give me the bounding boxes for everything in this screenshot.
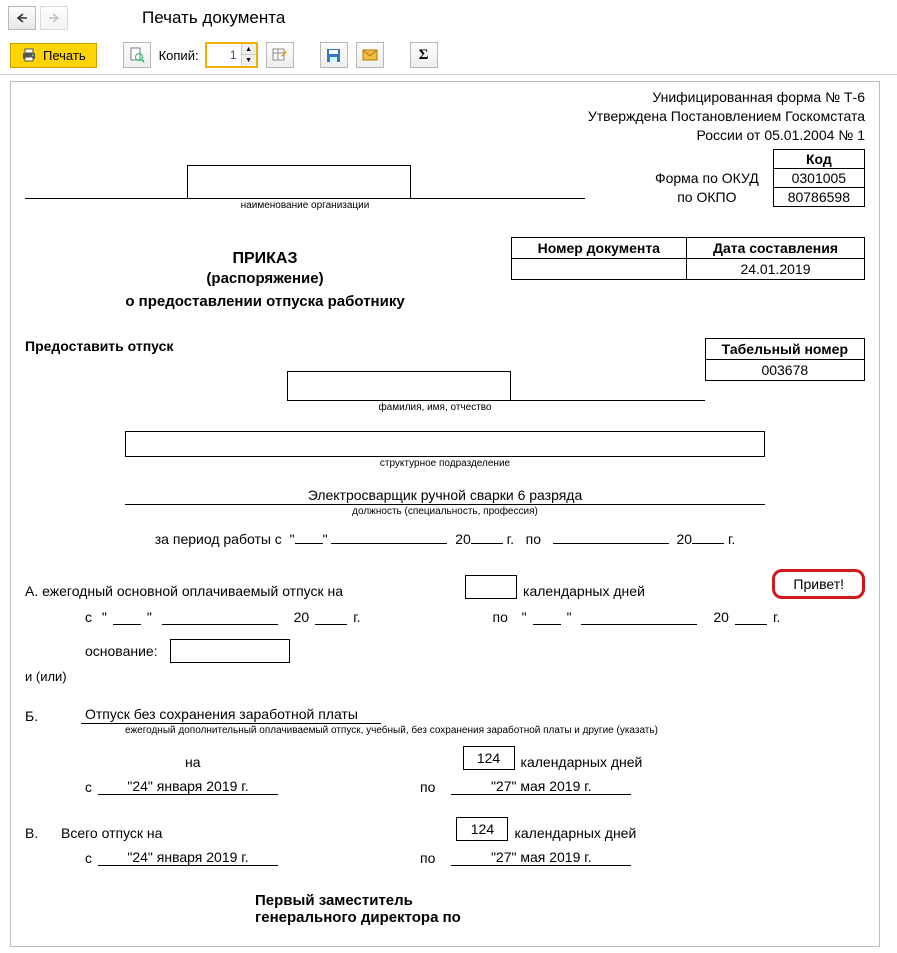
okpo-label: по ОКПО <box>641 187 773 206</box>
document: Унифицированная форма № Т-6 Утверждена П… <box>10 81 880 947</box>
settings-button[interactable] <box>266 42 294 68</box>
org-line-left <box>25 187 187 199</box>
a-days-label: календарных дней <box>523 583 645 599</box>
copies-spinner[interactable]: ▲ ▼ <box>205 42 258 68</box>
prikaz-subtitle: (распоряжение) <box>25 270 505 287</box>
org-box <box>187 165 411 199</box>
basis-box <box>170 639 290 663</box>
b-from-date: "24" января 2019 г. <box>98 778 278 795</box>
struct-label: структурное подразделение <box>25 458 865 469</box>
sig-line1: Первый заместитель <box>255 892 865 909</box>
tabnum-value: 003678 <box>705 359 864 380</box>
page-magnify-icon <box>129 47 145 63</box>
copies-label: Копий: <box>159 48 199 63</box>
docnum-value <box>511 258 686 279</box>
docdate-header: Дата составления <box>686 237 864 258</box>
b-hint: ежегодный дополнительный оплачиваемый от… <box>125 725 825 736</box>
kod-header: Код <box>773 149 864 168</box>
b-days-label: календарных дней <box>521 754 643 770</box>
b-type: Отпуск без сохранения заработной платы <box>81 706 381 724</box>
preview-button[interactable] <box>123 42 151 68</box>
docdate-value: 24.01.2019 <box>686 258 864 279</box>
print-button[interactable]: Печать <box>10 43 97 68</box>
printer-icon <box>21 48 37 62</box>
kod-table: Код Форма по ОКУД0301005 по ОКПО80786598 <box>641 149 865 207</box>
print-button-label: Печать <box>43 48 86 63</box>
b-days-box: 124 <box>463 746 515 770</box>
okud-label: Форма по ОКУД <box>641 168 773 187</box>
a-label: А. ежегодный основной оплачиваемый отпус… <box>25 583 343 599</box>
toolbar: Печать Копий: ▲ ▼ Σ <box>0 36 897 75</box>
topbar: Печать документа <box>0 0 897 36</box>
v-from-date: "24" января 2019 г. <box>98 849 278 866</box>
sigma-icon: Σ <box>419 47 429 64</box>
docnum-header: Номер документа <box>511 237 686 258</box>
org-line-right <box>411 187 585 199</box>
form-header-line1: Унифицированная форма № Т-6 <box>25 88 865 107</box>
struct-box <box>125 431 765 457</box>
post-label: должность (специальность, профессия) <box>25 506 865 517</box>
tabnum-header: Табельный номер <box>705 338 864 359</box>
save-button[interactable] <box>320 42 348 68</box>
org-label: наименование организации <box>25 200 585 211</box>
arrow-right-icon <box>48 13 60 23</box>
v-label: Всего отпуск на <box>61 825 162 841</box>
fio-label: фамилия, имя, отчество <box>75 402 795 413</box>
period-mid: по <box>526 531 541 547</box>
b-prefix: Б. <box>25 708 75 724</box>
copies-group: Копий: ▲ ▼ <box>159 42 258 68</box>
v-days-box: 124 <box>456 817 508 841</box>
spin-down[interactable]: ▼ <box>242 55 256 66</box>
form-header-line3: России от 05.01.2004 № 1 <box>25 126 865 145</box>
tabnum-table: Табельный номер 003678 <box>705 338 865 381</box>
sig-line2: генерального директора по <box>255 909 865 926</box>
arrow-left-icon <box>16 13 28 23</box>
v-to-date: "27" мая 2019 г. <box>451 849 631 866</box>
grant-label: Предоставить отпуск <box>25 338 285 354</box>
signature-block: Первый заместитель генерального директор… <box>255 892 865 926</box>
back-button[interactable] <box>8 6 36 30</box>
envelope-icon <box>362 49 378 61</box>
or-label: и (или) <box>25 669 865 684</box>
period-prefix: за период работы с <box>155 531 282 547</box>
okpo-value: 80786598 <box>773 187 864 206</box>
spin-up[interactable]: ▲ <box>242 44 256 55</box>
okud-value: 0301005 <box>773 168 864 187</box>
fio-box <box>287 371 511 401</box>
floppy-icon <box>326 48 341 63</box>
form-header: Унифицированная форма № Т-6 Утверждена П… <box>25 88 865 145</box>
v-prefix: В. <box>25 825 55 841</box>
prikaz-desc: о предоставлении отпуска работнику <box>25 293 505 310</box>
section-a: А. ежегодный основной оплачиваемый отпус… <box>25 569 865 663</box>
prikaz-title: ПРИКАЗ <box>25 250 505 268</box>
page-title: Печать документа <box>142 8 285 28</box>
basis-label: основание: <box>85 643 158 659</box>
section-b: Б. Отпуск без сохранения заработной плат… <box>25 706 865 795</box>
sum-button[interactable]: Σ <box>410 42 438 68</box>
a-days-box <box>465 575 517 599</box>
v-days-label: календарных дней <box>514 825 636 841</box>
docnum-table: Номер документа Дата составления 24.01.2… <box>511 237 865 280</box>
table-edit-icon <box>272 47 288 63</box>
period-row: за период работы с "" 20 г. по 20 г. <box>25 531 865 547</box>
send-button[interactable] <box>356 42 384 68</box>
callout-bubble: Привет! <box>772 569 865 599</box>
post-value: Электросварщик ручной сварки 6 разряда <box>125 487 765 505</box>
forward-button[interactable] <box>40 6 68 30</box>
prikaz-block: ПРИКАЗ (распоряжение) о предоставлении о… <box>25 250 505 310</box>
copies-input[interactable] <box>207 44 241 66</box>
b-to-date: "27" мая 2019 г. <box>451 778 631 795</box>
form-header-line2: Утверждена Постановлением Госкомстата <box>25 107 865 126</box>
section-v: В. Всего отпуск на 124 календарных дней … <box>25 817 865 866</box>
